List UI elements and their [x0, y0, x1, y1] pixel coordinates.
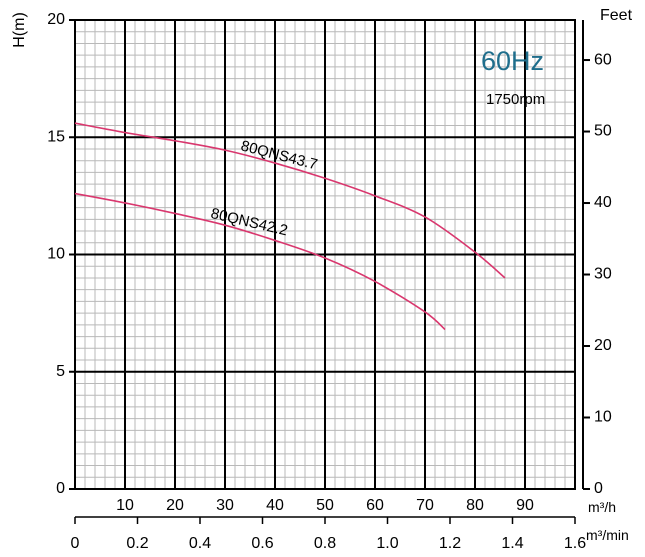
x-axis-secondary-label: m³/min: [586, 527, 629, 543]
x-tick-label: 90: [516, 497, 534, 514]
speed-label: 1750rpm: [486, 91, 545, 108]
y-tick-label: 15: [47, 128, 65, 145]
x-axis-label: m³/h: [588, 499, 616, 515]
y-axis-label: H(m): [11, 12, 28, 48]
y-right-tick-label: 30: [594, 266, 612, 283]
x-secondary-tick-label: 1.6: [564, 535, 586, 552]
x-secondary-tick-label: 1.0: [376, 535, 398, 552]
curve-80QNS42.2: [74, 192, 446, 331]
y-right-tick-label: 10: [594, 409, 612, 426]
x-secondary-tick-label: 1.4: [501, 535, 523, 552]
y-tick-label: 5: [56, 363, 65, 380]
x-tick-label: 40: [266, 497, 284, 514]
performance-curves: [74, 122, 506, 331]
curve-label-80QNS42.2: 80QNS42.2: [209, 205, 289, 239]
x-tick-label: 50: [316, 497, 334, 514]
tick-labels: 0 5 10 15 20 0 10 20 30 40 50 60 10 20 30 40 50 60 70 80 90 0…: [47, 11, 612, 552]
y-axis-right-label: Feet: [600, 7, 633, 24]
x-secondary-tick-label: 0.4: [189, 535, 211, 552]
y-right-tick-label: 40: [594, 194, 612, 211]
curve-80QNS43.7: [74, 122, 506, 279]
frequency-label: 60Hz: [481, 46, 544, 76]
x-tick-label: 20: [166, 497, 184, 514]
x-secondary-tick-label: 0.8: [314, 535, 336, 552]
x-tick-label: 10: [116, 497, 134, 514]
x-secondary-tick-label: 0.2: [126, 535, 148, 552]
y-tick-label: 0: [56, 480, 65, 497]
x-secondary-tick-label: 0: [71, 535, 80, 552]
curve-label-80QNS43.7: 80QNS43.7: [239, 137, 319, 173]
y-tick-label: 10: [47, 246, 65, 263]
y-tick-label: 20: [47, 11, 65, 28]
y-right-tick-label: 20: [594, 337, 612, 354]
x-secondary-tick-label: 1.2: [439, 535, 461, 552]
x-secondary-tick-label: 0.6: [251, 535, 273, 552]
major-gridlines: [75, 20, 575, 489]
x-tick-label: 70: [416, 497, 434, 514]
x-tick-label: 30: [216, 497, 234, 514]
x-tick-label: 80: [466, 497, 484, 514]
x-tick-label: 60: [366, 497, 384, 514]
y-right-tick-label: 0: [594, 480, 603, 497]
y-right-tick-label: 60: [594, 51, 612, 68]
y-right-tick-label: 50: [594, 123, 612, 140]
axis-ticks: [69, 19, 590, 524]
